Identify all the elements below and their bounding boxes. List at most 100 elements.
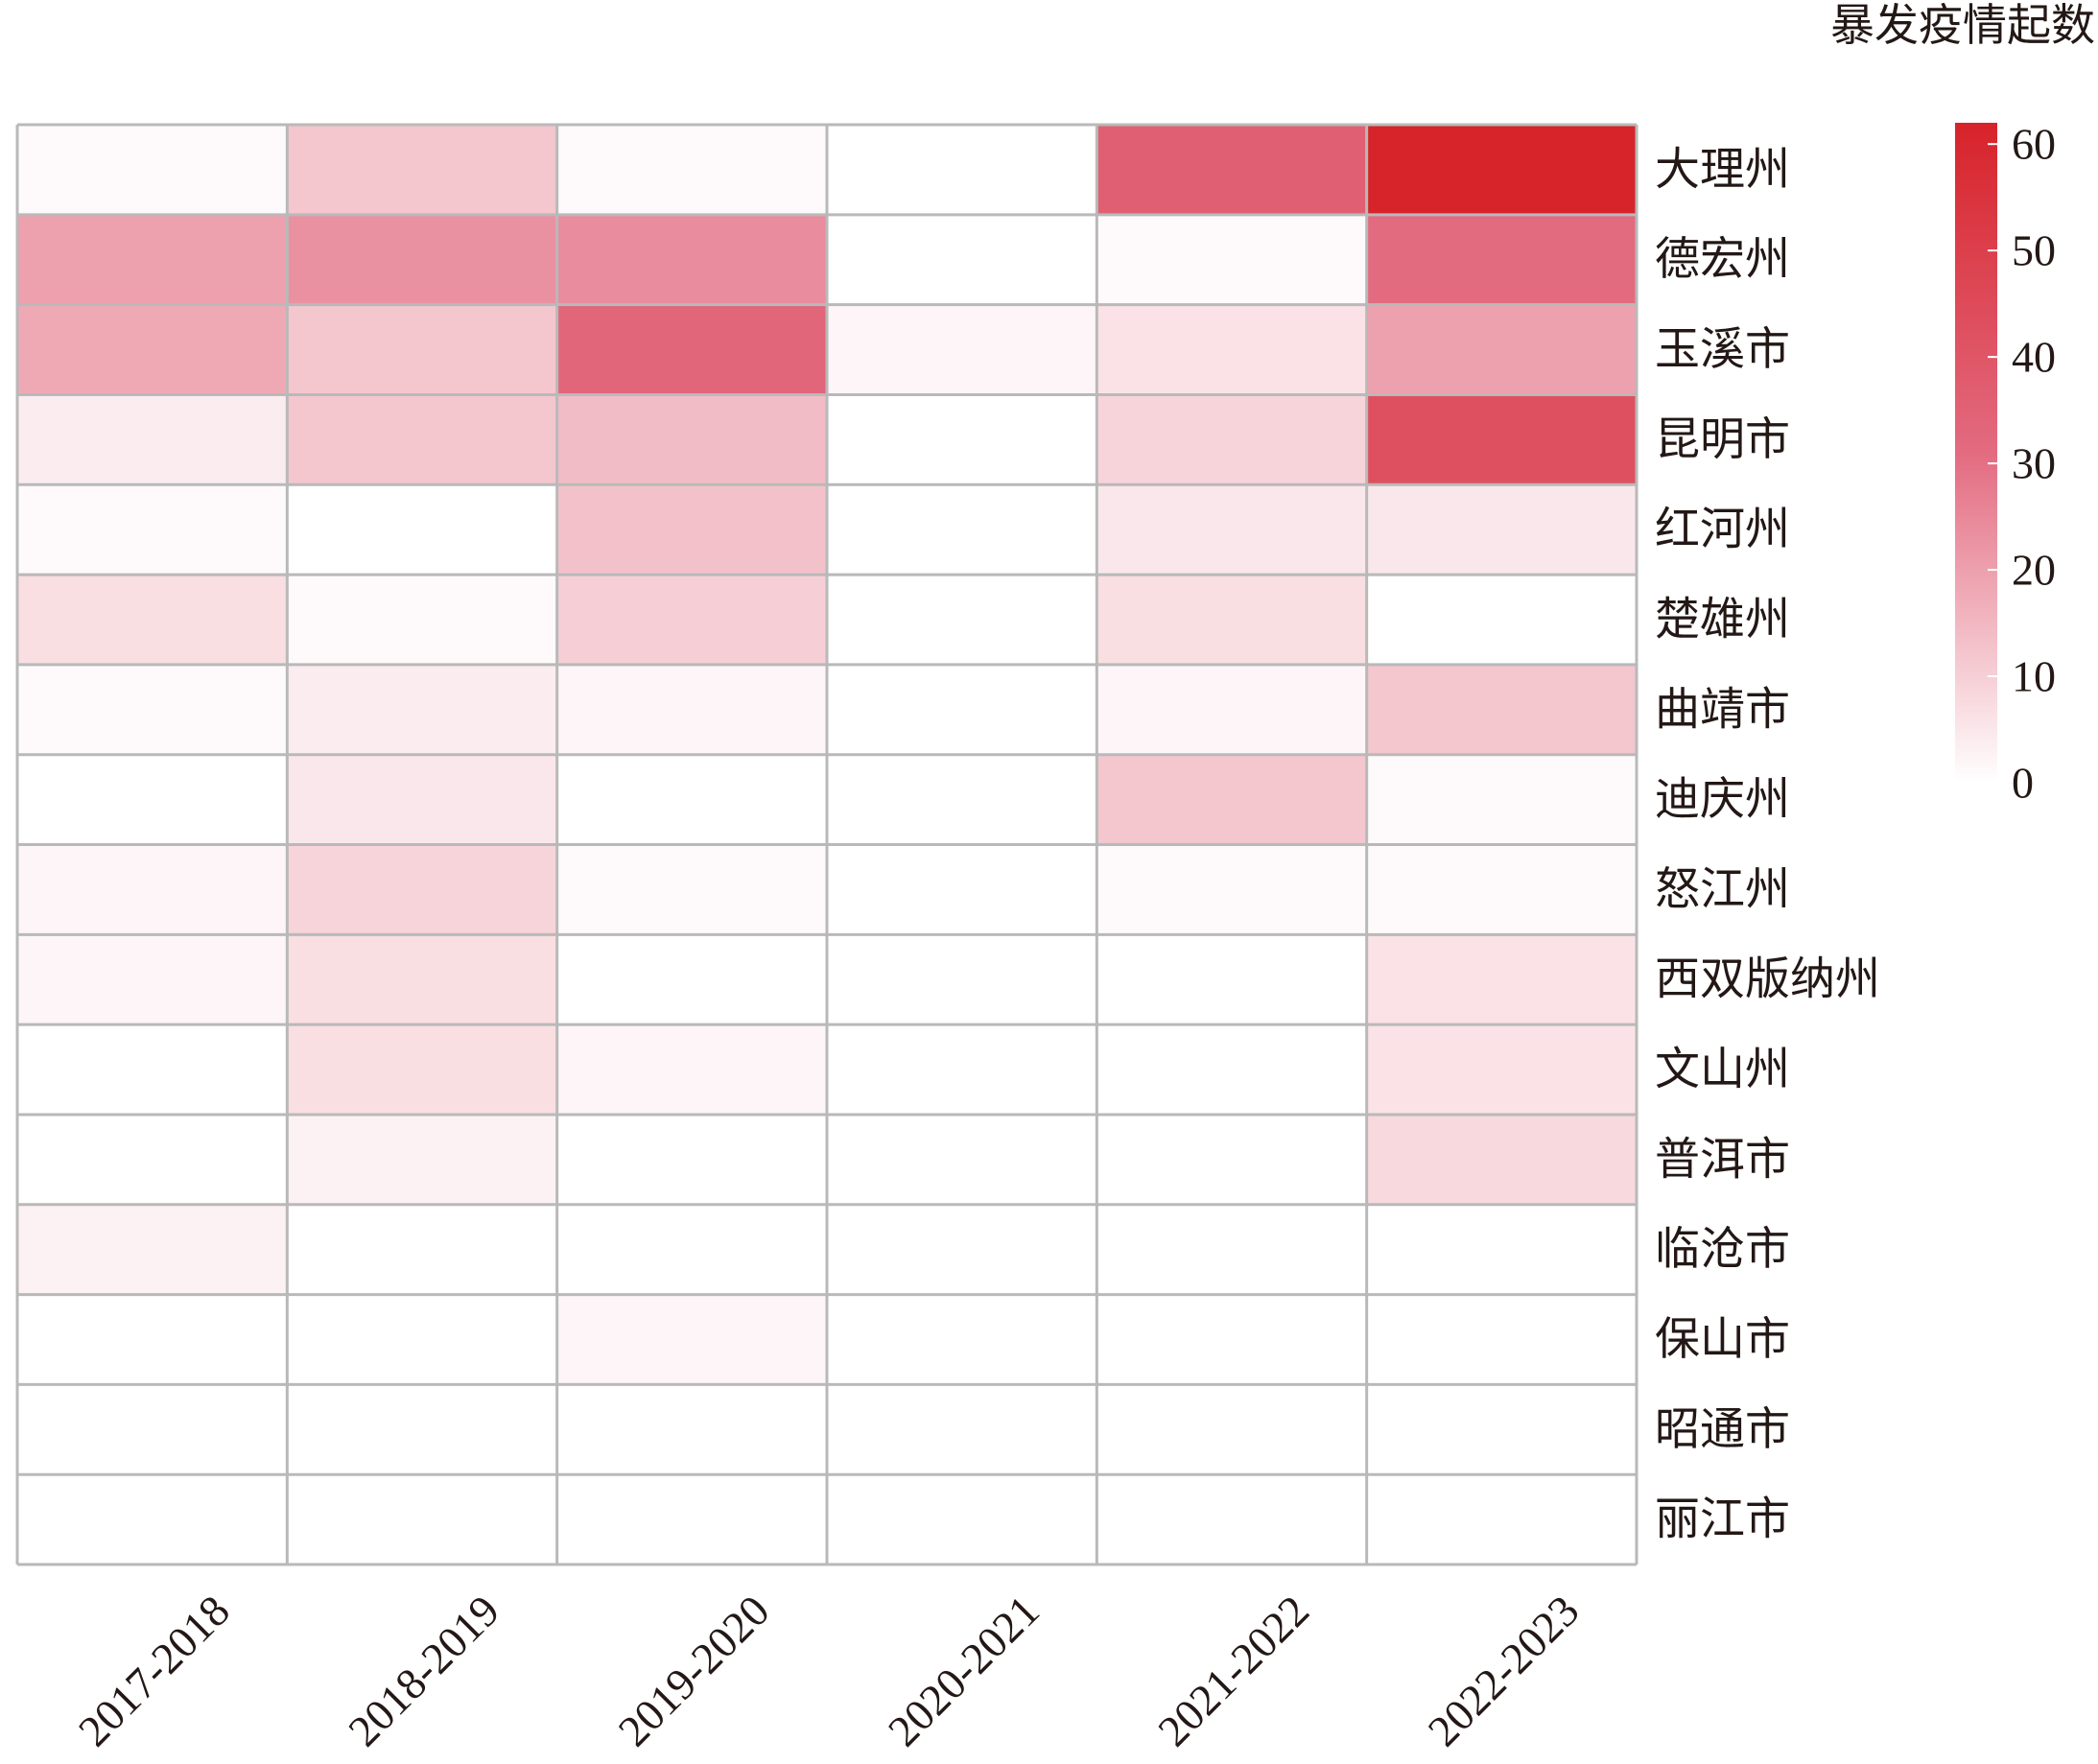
heatmap-cell bbox=[1366, 484, 1637, 576]
heatmap-cell bbox=[1096, 484, 1367, 576]
heatmap-cell bbox=[827, 664, 1097, 755]
heatmap-cell bbox=[287, 575, 557, 665]
heatmap-cell bbox=[827, 754, 1097, 845]
row-label: 昆明市 bbox=[1655, 413, 1790, 466]
heatmap-cell bbox=[1366, 754, 1637, 845]
heatmap-cell bbox=[17, 664, 288, 755]
colorbar-tick-label: 60 bbox=[2012, 120, 2056, 169]
heatmap-cells bbox=[17, 125, 1637, 1564]
heatmap-cell bbox=[1096, 125, 1367, 215]
heatmap-cell bbox=[827, 1114, 1097, 1205]
heatmap-cell bbox=[17, 214, 288, 305]
row-label: 临沧市 bbox=[1655, 1223, 1790, 1276]
heatmap-cell bbox=[1096, 1384, 1367, 1475]
heatmap-cell bbox=[1366, 1384, 1637, 1475]
heatmap-cell bbox=[1096, 214, 1367, 305]
heatmap-cell bbox=[17, 394, 288, 485]
heatmap-cell bbox=[556, 934, 827, 1025]
heatmap-cell bbox=[827, 1024, 1097, 1115]
heatmap-cell bbox=[287, 934, 557, 1025]
heatmap-cell bbox=[556, 844, 827, 935]
heatmap-cell bbox=[17, 1474, 288, 1564]
heatmap-cell bbox=[1366, 125, 1637, 215]
heatmap-cell bbox=[17, 484, 288, 576]
heatmap-cell bbox=[1366, 844, 1637, 935]
heatmap-cell bbox=[827, 1294, 1097, 1385]
heatmap-cell bbox=[827, 1204, 1097, 1295]
heatmap-cell bbox=[17, 1114, 288, 1205]
row-label: 玉溪市 bbox=[1655, 323, 1790, 376]
row-label: 西双版纳州 bbox=[1655, 953, 1880, 1006]
heatmap-cell bbox=[1096, 1114, 1367, 1205]
heatmap-cell bbox=[556, 125, 827, 215]
heatmap-cell bbox=[287, 1294, 557, 1385]
row-label: 德宏州 bbox=[1655, 233, 1790, 286]
heatmap-cell bbox=[827, 1474, 1097, 1564]
heatmap-cell bbox=[556, 1114, 827, 1205]
heatmap-cell bbox=[287, 484, 557, 576]
heatmap-cell bbox=[1096, 575, 1367, 665]
row-label: 丽江市 bbox=[1655, 1494, 1790, 1546]
heatmap-cell bbox=[1096, 754, 1367, 845]
row-label: 红河州 bbox=[1655, 504, 1790, 556]
heatmap-cell bbox=[827, 484, 1097, 576]
heatmap-cell bbox=[827, 125, 1097, 215]
x-tick-label: 2021-2022 bbox=[1148, 1586, 1318, 1755]
colorbar-tick-label: 10 bbox=[2012, 652, 2056, 701]
row-label: 文山州 bbox=[1655, 1044, 1790, 1096]
row-labels: 大理州德宏州玉溪市昆明市红河州楚雄州曲靖市迪庆州怒江州西双版纳州文山州普洱市临沧… bbox=[1655, 143, 1880, 1545]
heatmap-cell bbox=[556, 304, 827, 395]
row-label: 曲靖市 bbox=[1655, 683, 1790, 736]
heatmap-cell bbox=[287, 1474, 557, 1564]
heatmap-cell bbox=[1096, 1474, 1367, 1564]
heatmap-cell bbox=[287, 1204, 557, 1295]
colorbar-tick-label: 20 bbox=[2012, 546, 2056, 595]
heatmap-cell bbox=[556, 1024, 827, 1115]
heatmap-cell bbox=[287, 1384, 557, 1475]
heatmap-cell bbox=[556, 484, 827, 576]
heatmap-cell bbox=[1096, 1294, 1367, 1385]
heatmap-cell bbox=[556, 214, 827, 305]
heatmap-cell bbox=[1096, 394, 1367, 485]
heatmap-cell bbox=[1366, 1204, 1637, 1295]
colorbar: 0 10 20 30 40 50 60 bbox=[1955, 120, 2056, 808]
x-axis-labels: 2017-2018 2018-2019 2019-2020 2020-2021 2021… bbox=[69, 1586, 1589, 1755]
heatmap-cell bbox=[1366, 214, 1637, 305]
heatmap-cell bbox=[17, 125, 288, 215]
heatmap-cell bbox=[1366, 1474, 1637, 1564]
x-tick-label: 2018-2019 bbox=[339, 1586, 508, 1755]
heatmap-cell bbox=[17, 304, 288, 395]
heatmap-cell bbox=[17, 844, 288, 935]
colorbar-title: 暴发疫情起数 bbox=[1830, 0, 2095, 51]
heatmap-cell bbox=[1096, 844, 1367, 935]
heatmap-cell bbox=[287, 1024, 557, 1115]
colorbar-gradient bbox=[1955, 123, 1997, 783]
heatmap-cell bbox=[1366, 304, 1637, 395]
heatmap-cell bbox=[1096, 1204, 1367, 1295]
row-label: 楚雄州 bbox=[1655, 593, 1790, 646]
heatmap-cell bbox=[17, 1024, 288, 1115]
x-tick-label: 2019-2020 bbox=[609, 1586, 779, 1755]
heatmap-cell bbox=[827, 214, 1097, 305]
heatmap-cell bbox=[17, 1294, 288, 1385]
row-label: 怒江州 bbox=[1655, 863, 1790, 916]
heatmap-cell bbox=[287, 394, 557, 485]
heatmap-cell bbox=[556, 664, 827, 755]
row-label: 普洱市 bbox=[1655, 1133, 1790, 1186]
x-tick-label: 2020-2021 bbox=[879, 1586, 1049, 1755]
heatmap-cell bbox=[556, 394, 827, 485]
heatmap-cell bbox=[17, 1204, 288, 1295]
heatmap-cell bbox=[1366, 1024, 1637, 1115]
heatmap-cell bbox=[1366, 934, 1637, 1025]
row-label: 迪庆州 bbox=[1655, 773, 1790, 826]
colorbar-tick-label: 30 bbox=[2012, 439, 2056, 488]
heatmap-cell bbox=[556, 1474, 827, 1564]
heatmap-cell bbox=[287, 754, 557, 845]
grid-lines bbox=[15, 123, 1638, 1566]
heatmap-cell bbox=[287, 214, 557, 305]
heatmap-cell bbox=[287, 1114, 557, 1205]
heatmap-cell bbox=[556, 1384, 827, 1475]
heatmap-cell bbox=[1096, 304, 1367, 395]
heatmap-cell bbox=[17, 754, 288, 845]
